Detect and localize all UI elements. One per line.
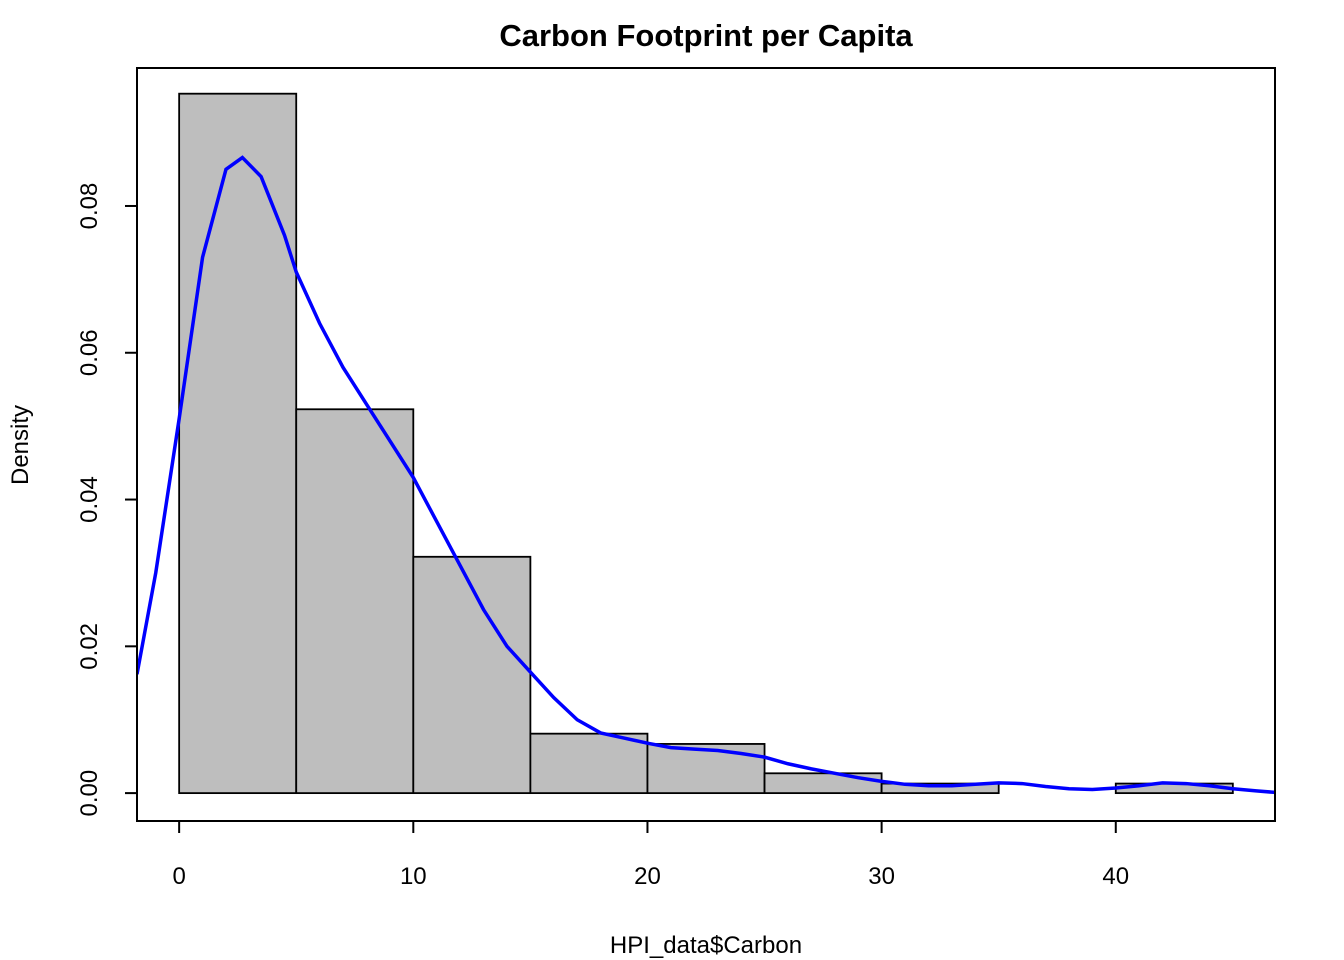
histogram-bar [412,555,532,795]
histogram-bar [763,772,883,795]
x-axis-label: HPI_data$Carbon [610,932,802,959]
histogram-bar [178,92,298,795]
y-tick-label: 0.06 [76,329,103,376]
histogram-bar [295,408,415,795]
x-tick-label: 10 [400,863,427,890]
x-tick-label: 0 [172,863,185,890]
y-tick-label: 0.08 [76,183,103,230]
x-tick-label: 20 [634,863,661,890]
y-tick-label: 0.02 [76,623,103,670]
y-tick-label: 0.04 [76,476,103,523]
y-tick-label: 0.00 [76,770,103,817]
density-curve [137,155,1275,795]
x-tick-label: 40 [1102,863,1129,890]
x-tick-label: 30 [868,863,895,890]
histogram-bar [646,743,766,795]
histogram-bar [529,732,649,795]
y-axis-label: Density [7,405,34,485]
histogram-bars [178,92,1234,795]
histogram-bar [880,782,1000,795]
x-axis: 0 10 20 30 40 [172,820,1129,890]
chart-title: Carbon Footprint per Capita [499,18,913,53]
y-axis: 0.00 0.02 0.04 0.06 0.08 [76,183,138,817]
